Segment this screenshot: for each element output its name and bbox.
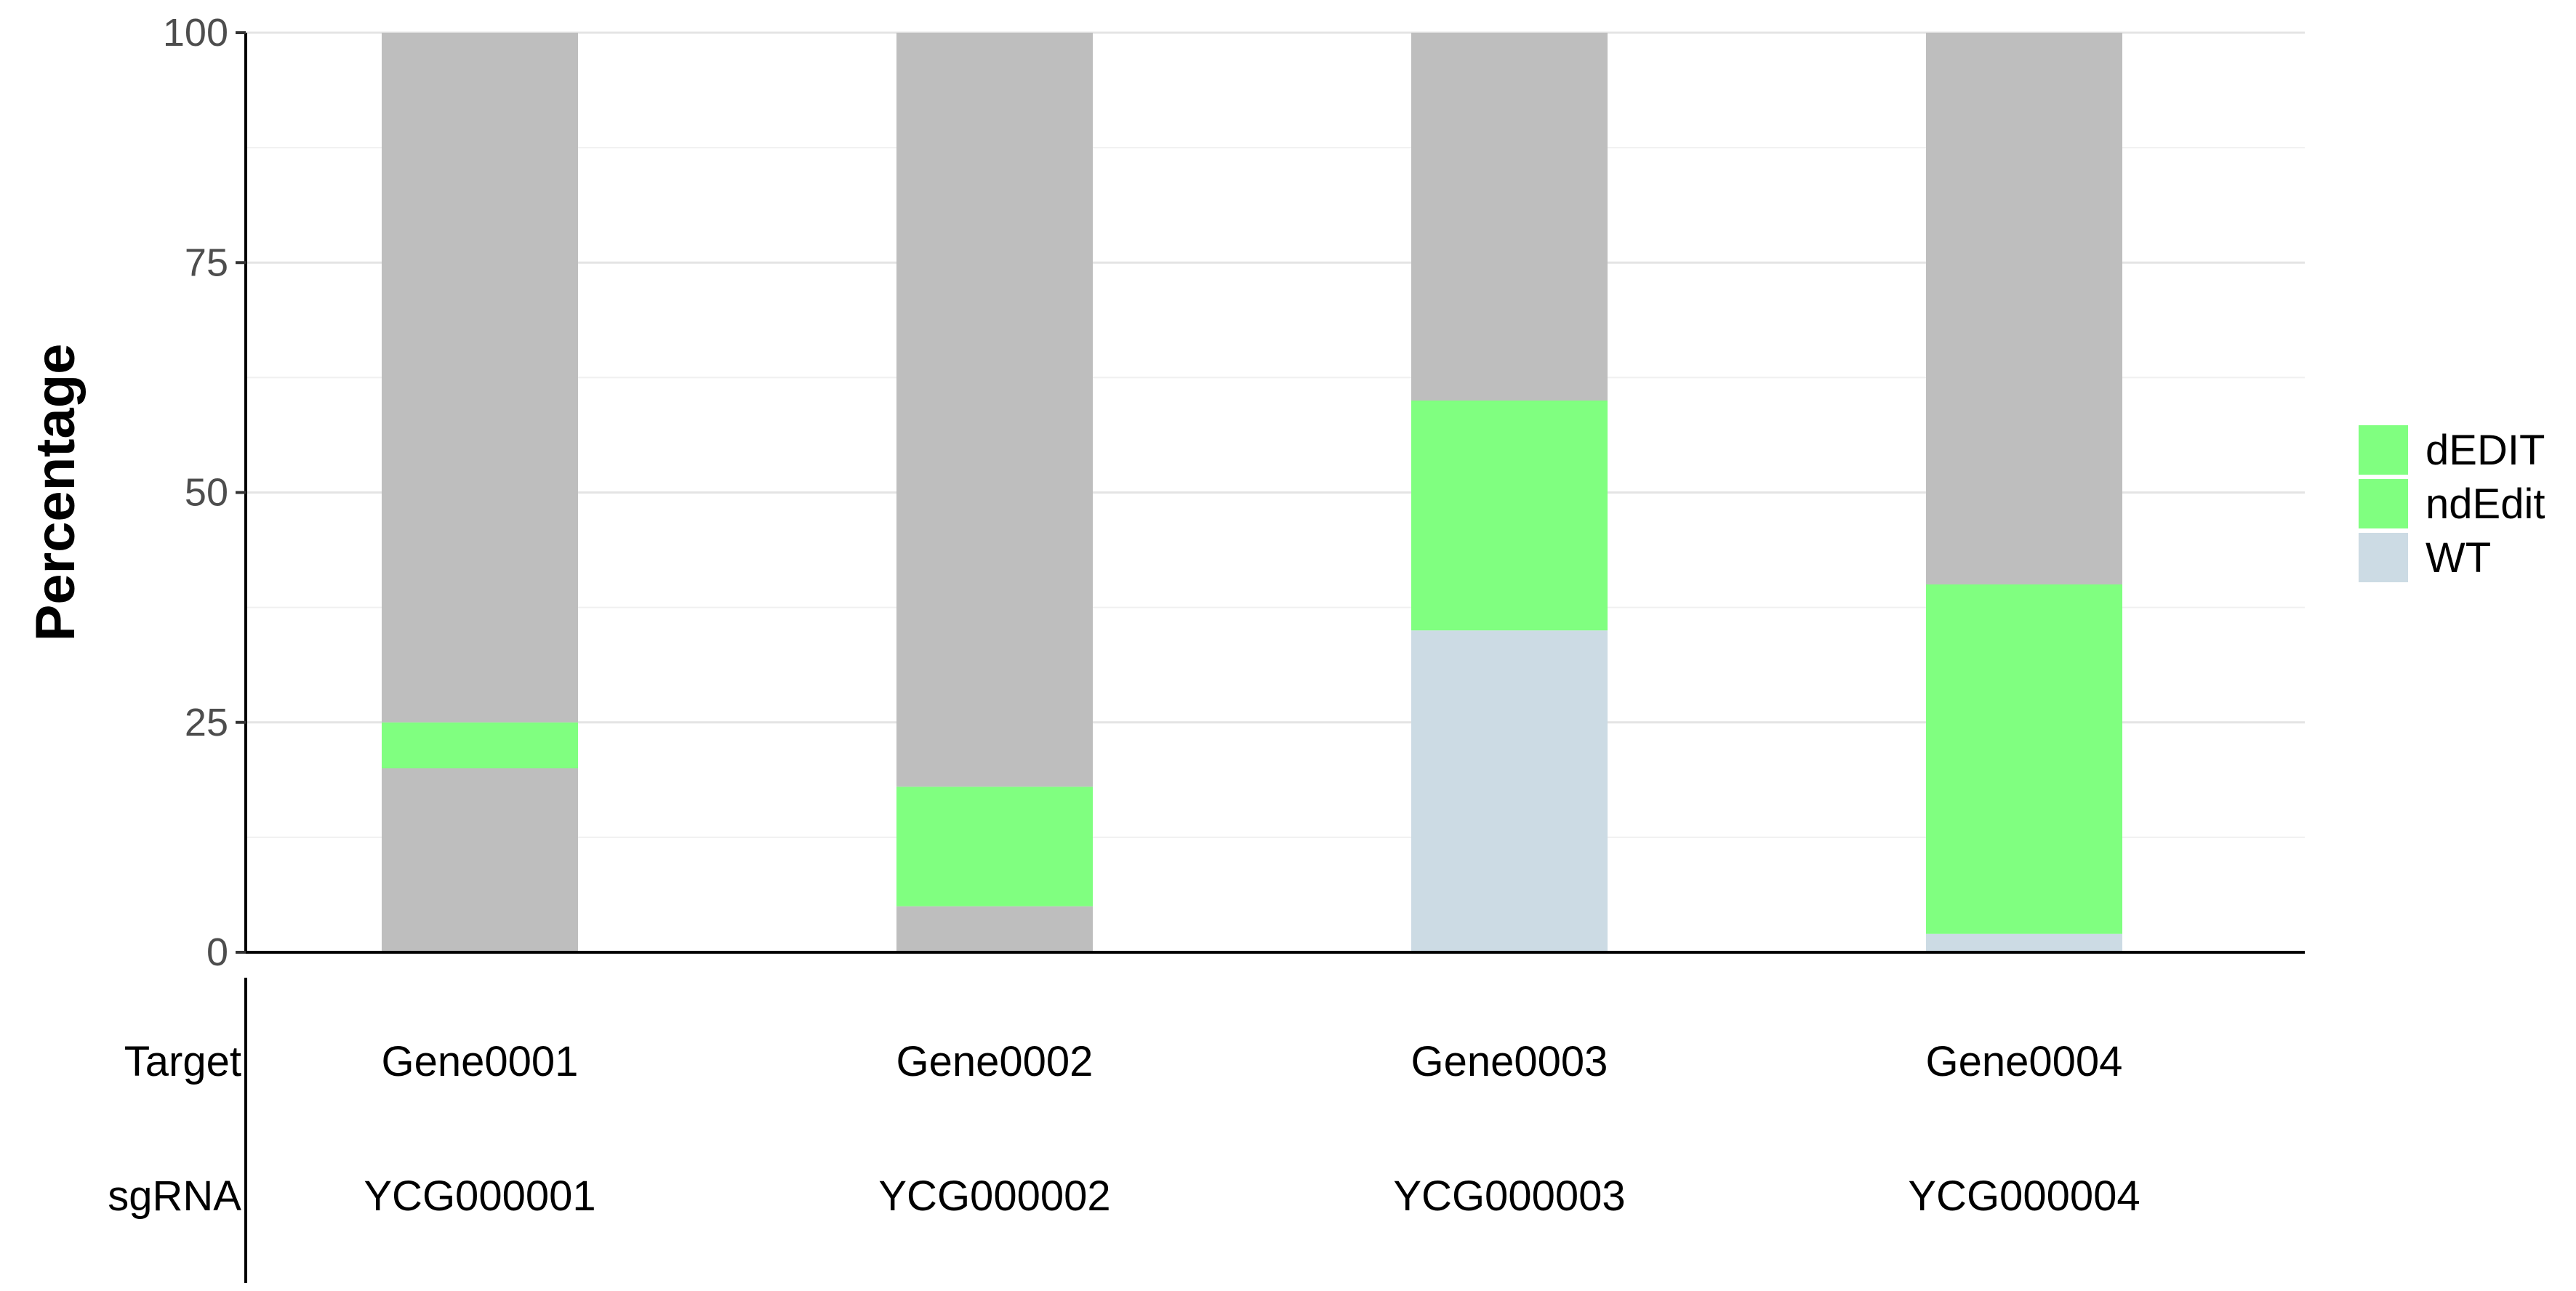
bar-segment xyxy=(1926,933,2122,952)
legend-label: dEDIT xyxy=(2425,427,2545,474)
y-tick-label: 50 xyxy=(185,471,228,515)
table-cell: Gene0001 xyxy=(382,1038,579,1085)
table-row-label: sgRNA xyxy=(108,1173,241,1220)
y-tick-label: 75 xyxy=(185,241,228,284)
bar-segment xyxy=(896,787,1093,906)
table-cell: YCG000004 xyxy=(1908,1173,2140,1220)
bars xyxy=(382,33,2122,952)
legend-key xyxy=(2359,425,2408,475)
bar-segment xyxy=(382,33,578,723)
table-cell: Gene0004 xyxy=(1926,1038,2123,1085)
legend-label: WT xyxy=(2425,534,2491,582)
table-cell: YCG000001 xyxy=(364,1173,595,1220)
bar-segment xyxy=(1411,401,1608,631)
table-cell: YCG000003 xyxy=(1393,1173,1625,1220)
table-cell: YCG000002 xyxy=(878,1173,1110,1220)
table-cell: Gene0002 xyxy=(896,1038,1094,1085)
table-cell: Gene0003 xyxy=(1411,1038,1608,1085)
y-tick-label: 25 xyxy=(185,701,228,744)
bar-segment xyxy=(382,722,578,768)
y-tick-label: 100 xyxy=(163,11,228,55)
legend-key xyxy=(2359,479,2408,528)
bar-segment xyxy=(896,906,1093,952)
bar-segment xyxy=(1926,33,2122,584)
bar-segment xyxy=(1926,584,2122,934)
legend-label: ndEdit xyxy=(2425,480,2545,528)
legend: dEDIT ndEdit WT xyxy=(2359,425,2545,582)
axes: 0 25 50 75 100 xyxy=(163,11,2305,974)
bar-segment xyxy=(1411,630,1608,952)
annotation-table: Target Gene0001 Gene0002 Gene0003 Gene0004 sg… xyxy=(108,978,2140,1283)
y-axis-label: Percentage xyxy=(25,344,87,642)
bar-segment xyxy=(382,768,578,952)
legend-key xyxy=(2359,533,2408,582)
bar-segment xyxy=(1411,33,1608,401)
table-row-label: Target xyxy=(124,1038,241,1085)
bar-segment xyxy=(896,33,1093,787)
y-tick-label: 0 xyxy=(206,930,228,974)
